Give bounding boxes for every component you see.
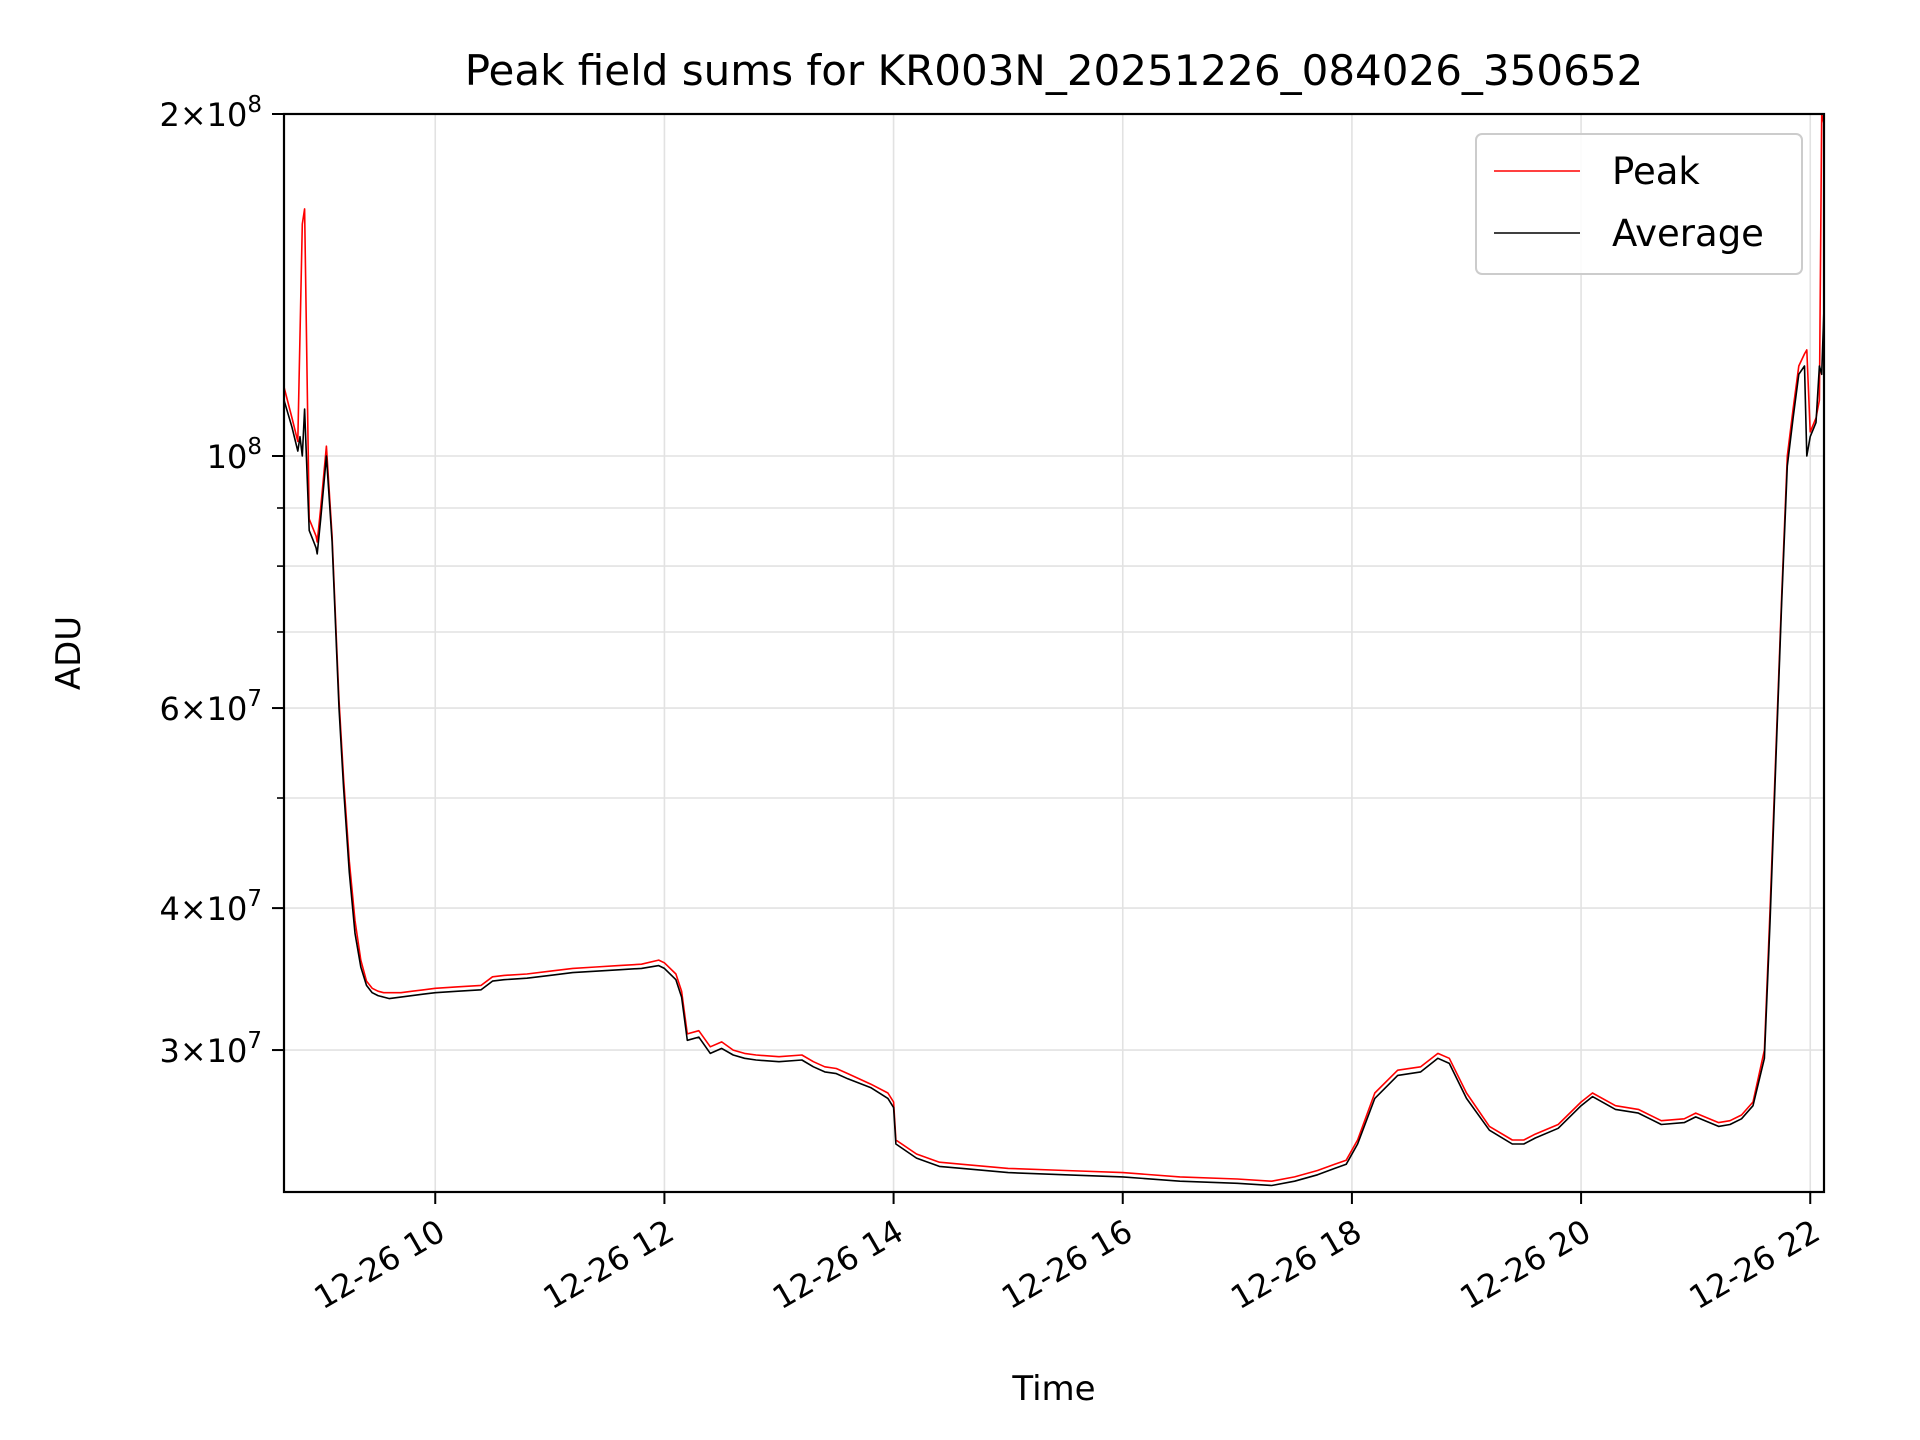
series-layer (284, 114, 1824, 1187)
y-tick-label: 6×107 (159, 686, 262, 728)
legend: Peak Average (1475, 133, 1803, 275)
y-axis-label: ADU (49, 616, 89, 690)
y-tick-label: 3×107 (159, 1028, 262, 1070)
y-tick-label: 108 (207, 434, 262, 476)
legend-peak-label: Peak (1612, 150, 1700, 193)
series-line-average (284, 307, 1824, 1187)
series-line-peak (284, 114, 1824, 1182)
y-axis-ticks: 3×107 4×107 6×107 108 2×108 (159, 92, 284, 1070)
grid-lines (284, 113, 1824, 1192)
chart-title: Peak field sums for KR003N_20251226_0840… (465, 46, 1644, 95)
y-tick-label: 4×107 (159, 886, 262, 928)
y-tick-label: 2×108 (159, 92, 262, 134)
legend-box (1475, 133, 1803, 275)
plot-area-frame (282, 112, 1826, 1194)
legend-average-label: Average (1612, 212, 1764, 255)
x-axis-label: Time (1011, 1369, 1095, 1409)
